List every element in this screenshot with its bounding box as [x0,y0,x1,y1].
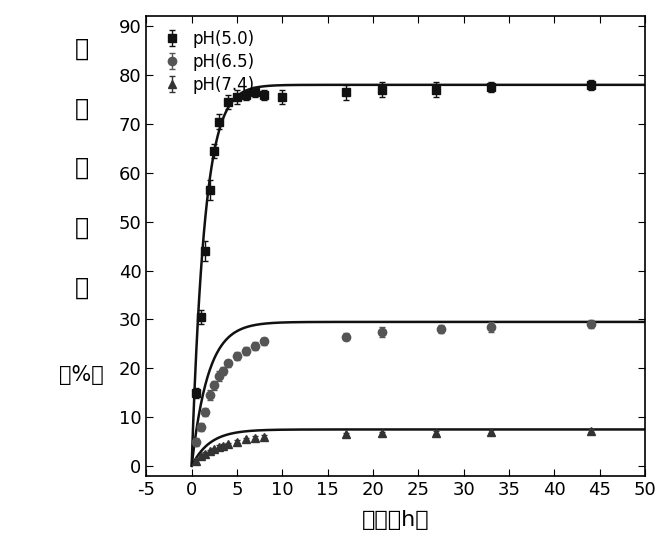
Text: （%）: （%） [59,365,104,385]
Text: 药: 药 [74,216,88,240]
Text: 率: 率 [74,276,88,300]
Legend: pH(5.0), pH(6.5), pH(7.4): pH(5.0), pH(6.5), pH(7.4) [155,25,260,99]
Text: 累: 累 [74,37,88,61]
Text: 释: 释 [74,156,88,180]
X-axis label: 时间（h）: 时间（h） [362,510,430,530]
Text: 积: 积 [74,96,88,120]
